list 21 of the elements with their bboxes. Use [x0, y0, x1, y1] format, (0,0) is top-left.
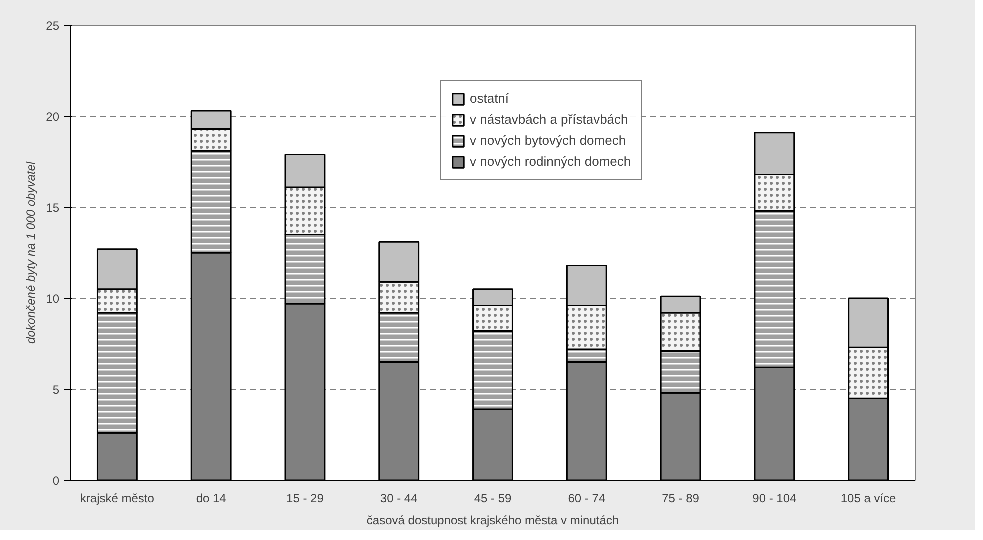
x-tick-label: 30 - 44: [380, 492, 418, 506]
x-tick-label: do 14: [196, 492, 227, 506]
legend-label: v nástavbách a přístavbách: [470, 112, 628, 127]
x-tick-label: 75 - 89: [662, 492, 700, 506]
y-tick-label: 15: [46, 201, 60, 215]
y-tick-label: 0: [52, 474, 60, 488]
legend-label: ostatní: [470, 91, 510, 106]
x-tick-label: 15 - 29: [286, 492, 324, 506]
y-tick-label: 20: [46, 110, 60, 124]
y-tick-label: 10: [46, 292, 60, 306]
x-tick-label: 90 - 104: [752, 492, 798, 506]
x-tick-label: 45 - 59: [474, 492, 512, 506]
x-tick-label: krajské město: [80, 492, 155, 506]
y-tick-label: 25: [46, 19, 60, 33]
x-axis-title: časová dostupnost krajského města v minutách: [366, 514, 620, 528]
y-axis-title: dokončené byty na 1 000 obyvatel: [24, 162, 38, 344]
y-tick-label: 5: [52, 383, 60, 397]
legend-label: v nových bytových domech: [470, 133, 626, 148]
x-tick-label: 105 a více: [840, 492, 897, 506]
x-tick-label: 60 - 74: [568, 492, 606, 506]
legend-label: v nových rodinných domech: [470, 154, 632, 169]
